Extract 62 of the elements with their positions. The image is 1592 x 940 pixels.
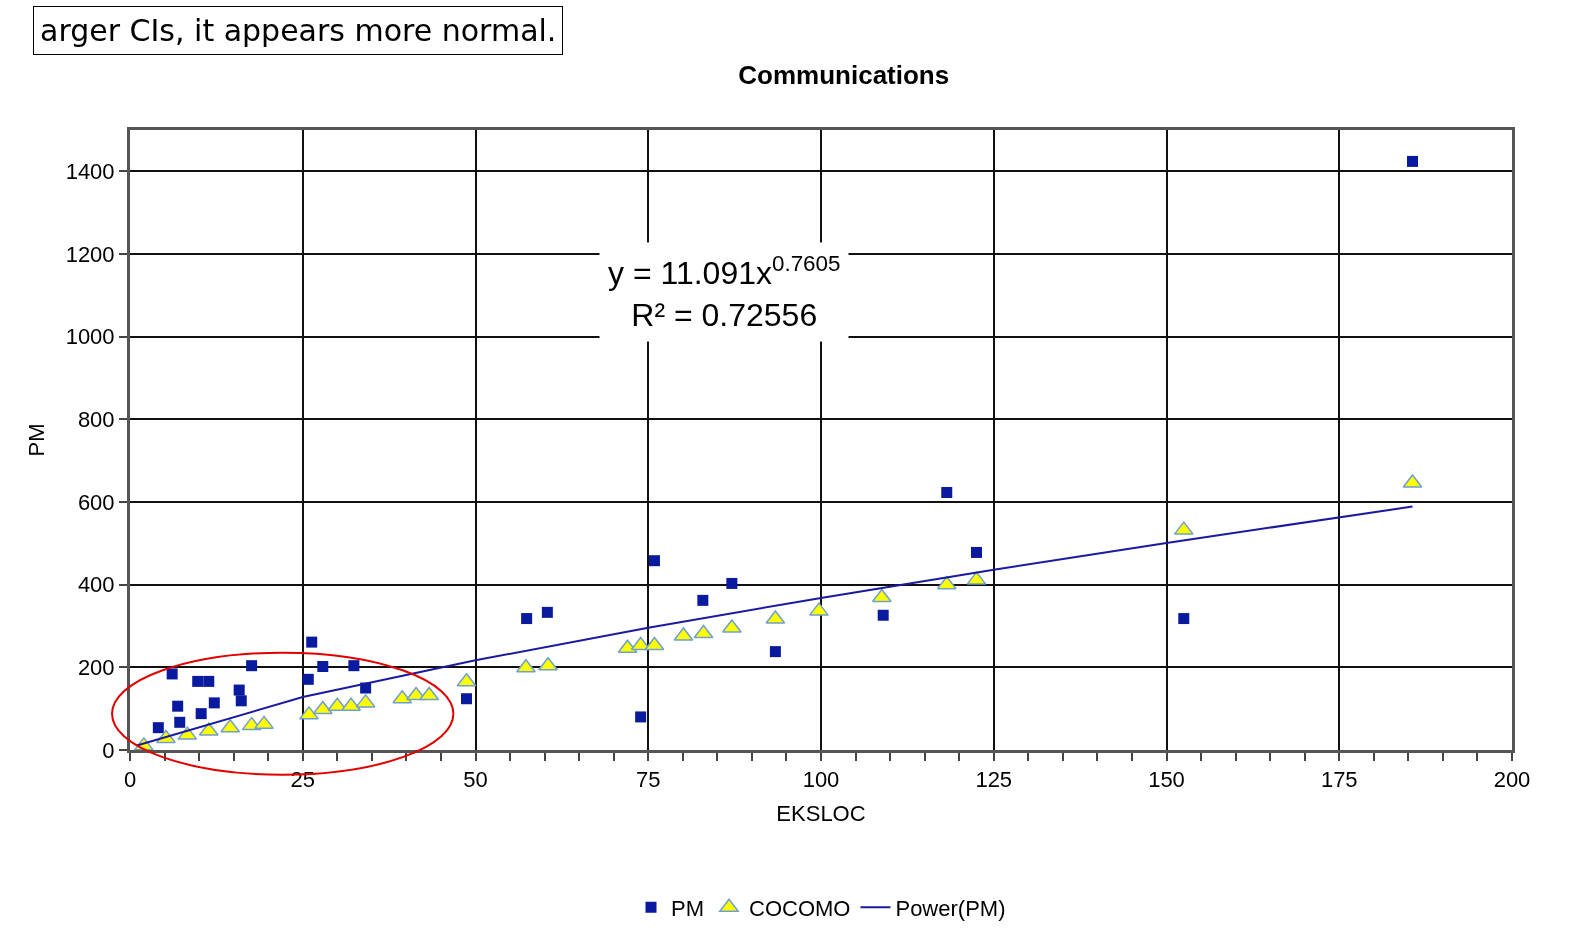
point <box>233 684 245 696</box>
point <box>235 695 247 707</box>
x-tick-label: 75 <box>636 767 661 793</box>
x-tick-label: 150 <box>1148 767 1185 793</box>
point <box>203 675 215 687</box>
point <box>697 594 709 606</box>
point <box>302 673 314 685</box>
point <box>617 639 638 654</box>
y-tick-label: 800 <box>77 407 115 433</box>
point <box>538 656 559 671</box>
point <box>166 668 178 680</box>
x-tick-label: 175 <box>1320 767 1358 793</box>
point <box>152 722 164 734</box>
annotation: y = 11.091x$^{0.7605}$ R² = 0.72556 <box>608 251 841 334</box>
point <box>970 546 982 558</box>
point <box>871 588 892 603</box>
point <box>220 718 241 733</box>
y-tick-label: 1400 <box>65 159 115 185</box>
point <box>195 708 207 720</box>
y-tick-label: 200 <box>77 655 115 681</box>
x-tick-label: 125 <box>975 767 1013 793</box>
chart-title: Communications <box>738 60 950 90</box>
y-tick-label: 400 <box>77 572 115 598</box>
point <box>306 636 318 648</box>
point <box>254 715 275 730</box>
point <box>644 636 665 651</box>
y-axis-title: PM <box>24 423 50 457</box>
x-axis-title: EKSLOC <box>776 801 866 827</box>
y-tick-label: 600 <box>77 489 115 515</box>
point <box>461 693 473 705</box>
point <box>1407 155 1418 167</box>
point <box>172 700 184 712</box>
point <box>726 577 738 589</box>
legend-label: Power(PM) <box>895 895 1006 921</box>
x-tick-label: 200 <box>1493 767 1531 793</box>
legend-label: PM <box>671 895 704 921</box>
y-tick-label: 0 <box>102 737 115 763</box>
point <box>419 686 440 701</box>
point <box>521 613 533 625</box>
x-tick-label: 100 <box>802 767 840 793</box>
y-tick-label: 1200 <box>65 241 115 267</box>
point <box>769 646 781 658</box>
point <box>877 609 889 621</box>
text: arger CIs, it appears more normal. <box>40 13 557 48</box>
point <box>317 661 329 673</box>
point <box>312 700 333 715</box>
point <box>208 697 220 709</box>
x-tick-label: 50 <box>463 767 488 793</box>
point <box>246 660 258 672</box>
y-tick-label: 1000 <box>65 324 115 350</box>
point <box>936 575 957 590</box>
point <box>941 486 953 498</box>
x-tick-label: 0 <box>123 767 137 793</box>
point <box>541 606 553 618</box>
point <box>648 555 660 567</box>
point <box>693 624 714 639</box>
point <box>192 675 204 687</box>
point <box>174 716 186 728</box>
legend-label: COCOMO <box>749 895 851 921</box>
point <box>348 660 360 672</box>
point <box>635 711 647 723</box>
point <box>1178 613 1190 625</box>
